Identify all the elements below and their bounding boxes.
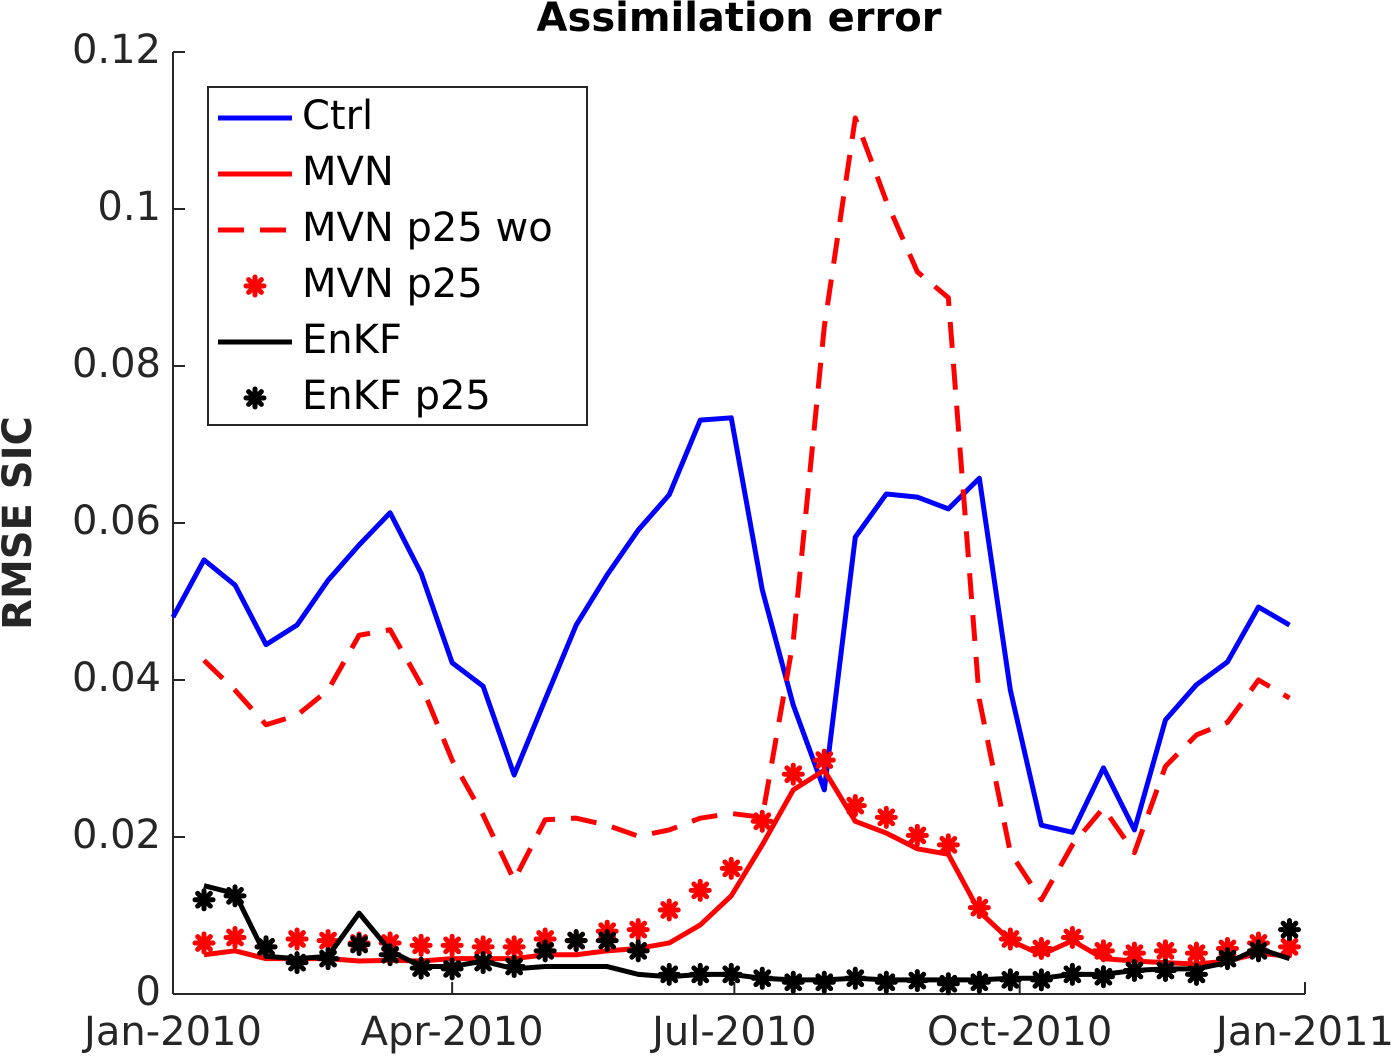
- marker: [1091, 939, 1115, 963]
- marker: [688, 962, 712, 986]
- marker: [595, 929, 619, 953]
- marker: [502, 955, 526, 979]
- chart-title: Assimilation error: [537, 0, 942, 41]
- marker: [378, 943, 402, 967]
- marker: [1060, 925, 1084, 949]
- marker: [440, 933, 464, 957]
- legend-label: MVN: [302, 149, 394, 195]
- x-tick-label: Oct-2010: [927, 1009, 1112, 1055]
- marker: [967, 970, 991, 994]
- marker: [998, 968, 1022, 992]
- series-line: [170, 415, 1291, 835]
- marker: [719, 856, 743, 880]
- marker: [936, 833, 960, 857]
- marker: [750, 966, 774, 990]
- marker: [564, 929, 588, 953]
- marker: [347, 933, 371, 957]
- marker: [1091, 965, 1115, 989]
- marker: [1122, 941, 1146, 965]
- marker: [533, 939, 557, 963]
- marker: [812, 748, 836, 772]
- marker: [657, 898, 681, 922]
- series-line: [202, 115, 1291, 903]
- marker: [192, 931, 216, 955]
- legend-label: Ctrl: [302, 93, 373, 139]
- marker: [1060, 962, 1084, 986]
- marker: [223, 884, 247, 908]
- y-tick-label: 0.12: [72, 27, 161, 73]
- marker: [781, 762, 805, 786]
- y-tick-label: 0.02: [72, 812, 161, 858]
- marker: [719, 962, 743, 986]
- marker: [285, 927, 309, 951]
- marker: [533, 927, 557, 951]
- legend-label: MVN p25 wo: [302, 205, 553, 251]
- marker: [1029, 936, 1053, 960]
- marker: [440, 957, 464, 981]
- marker: [1153, 958, 1177, 982]
- marker: [843, 966, 867, 990]
- marker: [1153, 939, 1177, 963]
- marker: [905, 823, 929, 847]
- marker: [843, 794, 867, 818]
- marker: [1277, 935, 1301, 959]
- legend-marker: [243, 274, 267, 298]
- marker: [626, 939, 650, 963]
- legend-label: EnKF: [302, 317, 402, 363]
- legend-label: MVN p25: [302, 261, 483, 307]
- marker: [285, 951, 309, 975]
- marker: [750, 809, 774, 833]
- marker: [1184, 962, 1208, 986]
- y-tick-label: 0.04: [72, 655, 161, 701]
- y-axis-label: RMSE SIC: [0, 416, 41, 630]
- marker: [192, 888, 216, 912]
- marker: [254, 935, 278, 959]
- x-tick-label: Jan-2011: [1213, 1009, 1394, 1055]
- marker: [812, 970, 836, 994]
- y-tick-label: 0.08: [72, 341, 161, 387]
- marker: [409, 933, 433, 957]
- x-tick-label: Jul-2010: [649, 1009, 817, 1055]
- marker: [1277, 918, 1301, 942]
- y-tick-label: 0.06: [72, 498, 161, 544]
- legend-label: EnKF p25: [302, 373, 491, 419]
- marker: [1215, 947, 1239, 971]
- marker: [223, 925, 247, 949]
- x-tick-label: Jan-2010: [81, 1009, 262, 1055]
- marker: [936, 972, 960, 996]
- marker: [874, 970, 898, 994]
- marker: [378, 931, 402, 955]
- marker: [316, 929, 340, 953]
- marker: [905, 969, 929, 993]
- marker: [874, 805, 898, 829]
- marker: [471, 935, 495, 959]
- marker: [626, 918, 650, 942]
- legend-marker: [243, 386, 267, 410]
- marker: [1029, 968, 1053, 992]
- marker: [781, 970, 805, 994]
- marker: [471, 951, 495, 975]
- y-tick-label: 0: [136, 969, 161, 1015]
- marker: [1122, 958, 1146, 982]
- marker: [316, 947, 340, 971]
- y-tick-label: 0.1: [97, 184, 161, 230]
- marker: [967, 896, 991, 920]
- x-tick-label: Apr-2010: [361, 1009, 544, 1055]
- marker: [998, 927, 1022, 951]
- marker: [688, 878, 712, 902]
- legend-box: [207, 86, 588, 426]
- marker: [1184, 941, 1208, 965]
- marker: [657, 962, 681, 986]
- marker: [502, 935, 526, 959]
- marker: [409, 956, 433, 980]
- marker: [1246, 939, 1270, 963]
